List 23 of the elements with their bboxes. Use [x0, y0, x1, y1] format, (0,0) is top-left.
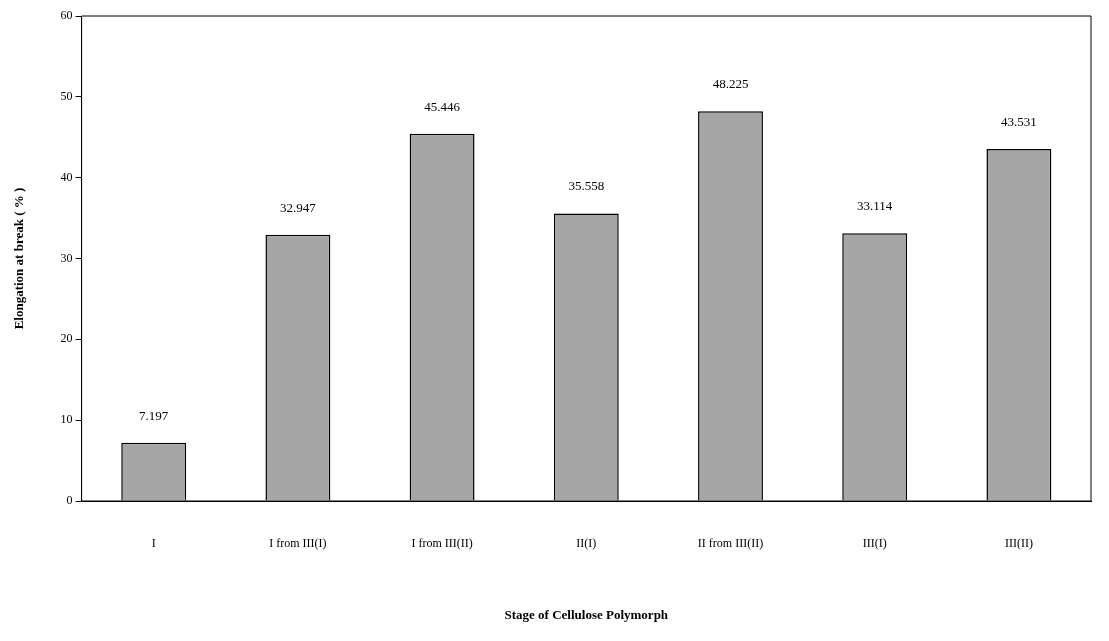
x-tick-label: I from III(I): [269, 536, 327, 551]
data-label: 7.197: [139, 407, 169, 423]
y-tick-label: 50: [60, 88, 73, 103]
y-tick-label: 30: [60, 250, 73, 265]
x-axis-title: Stage of Cellulose Polymorph: [504, 606, 669, 622]
data-label: 35.558: [568, 178, 605, 194]
data-label: 33.114: [857, 198, 893, 214]
data-label: 43.531: [1001, 114, 1037, 130]
y-tick-label: 60: [60, 8, 73, 23]
x-tick-label: III(II): [1004, 536, 1033, 551]
data-label: 45.446: [424, 98, 461, 114]
y-axis-title: Elongation at break ( % ): [11, 187, 27, 330]
x-tick-label: II from III(II): [697, 536, 764, 551]
x-tick-label: I: [151, 536, 156, 551]
y-tick-label: 20: [60, 331, 73, 346]
data-label: 48.225: [712, 76, 749, 92]
y-tick-label: 0: [66, 493, 73, 508]
x-tick-label: I from III(II): [411, 536, 473, 551]
x-tick-label: III(I): [862, 536, 887, 551]
x-tick-label: II(I): [576, 536, 597, 551]
y-tick-label: 40: [60, 169, 73, 184]
data-label: 32.947: [280, 199, 317, 215]
y-tick-label: 10: [60, 412, 73, 427]
